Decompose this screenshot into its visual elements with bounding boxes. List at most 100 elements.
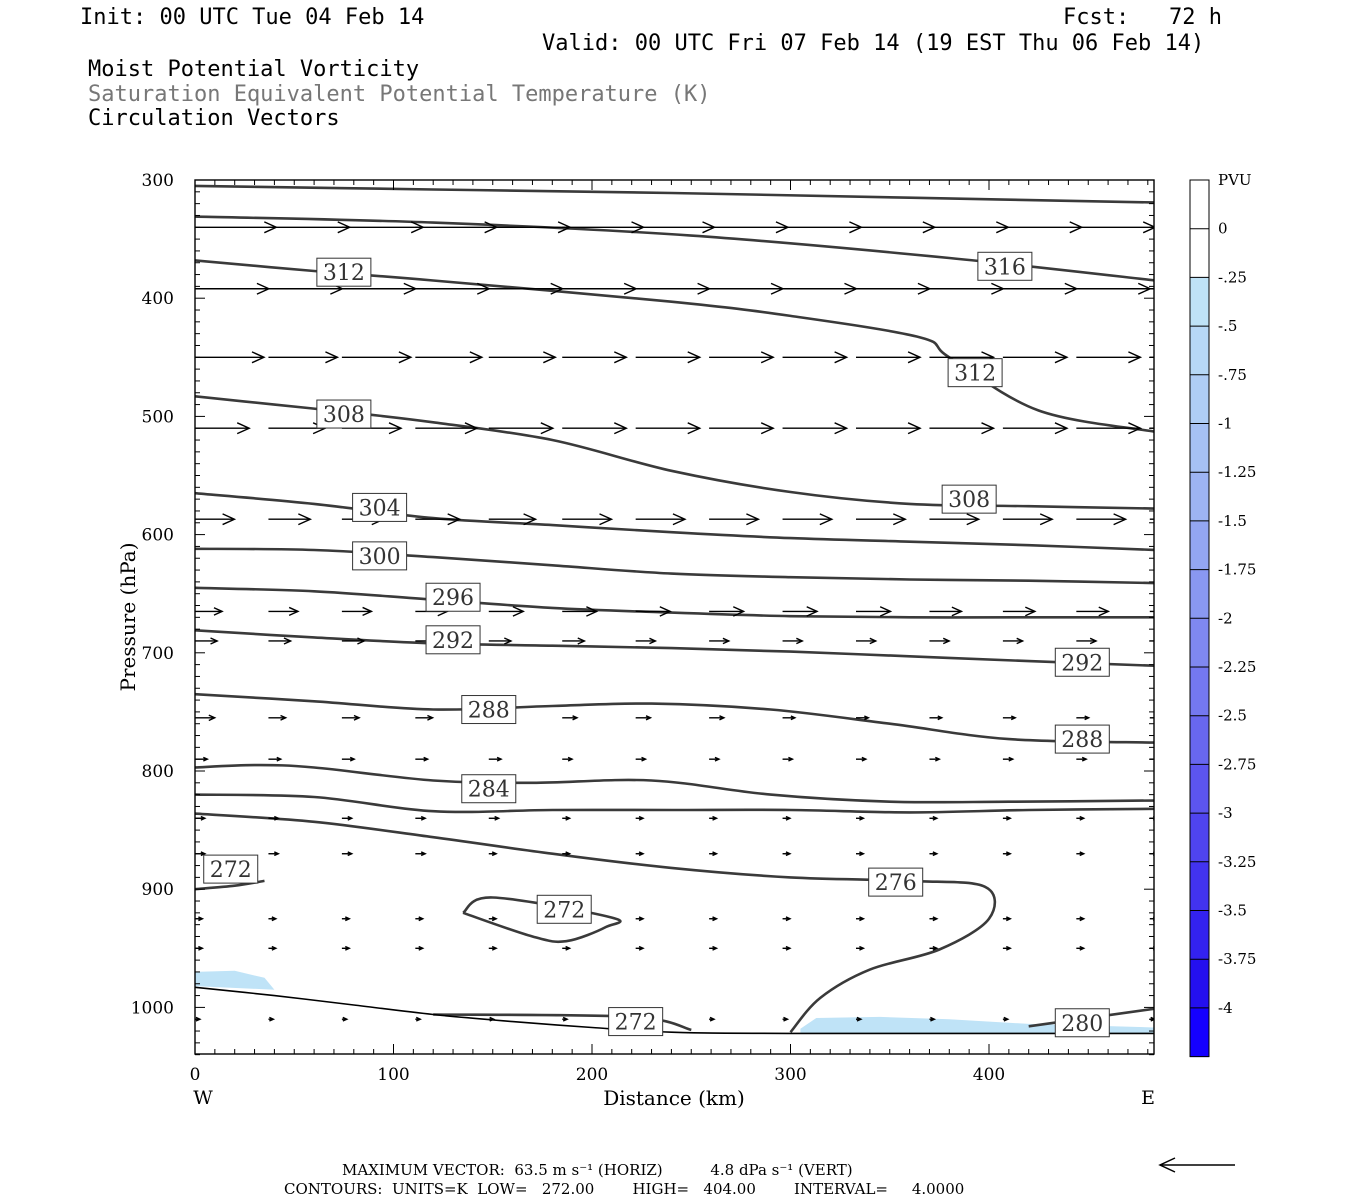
vector-head: [491, 916, 498, 922]
vector-head: [719, 715, 726, 721]
vector-head: [796, 637, 804, 645]
vector-head: [714, 756, 721, 762]
vector-head: [1084, 715, 1091, 721]
colorbar-swatch: [1190, 520, 1209, 571]
contour-label-box: [461, 774, 517, 804]
vector-layer: [195, 221, 1154, 1022]
wind-vector: [195, 422, 251, 435]
contour-label-box: [425, 582, 481, 612]
vector-head: [614, 422, 628, 435]
wind-vector: [1002, 422, 1069, 435]
vector-head: [512, 606, 525, 617]
wind-vector: [415, 1016, 422, 1022]
wind-vector: [195, 221, 279, 234]
vector-head: [1079, 851, 1086, 857]
wind-vector: [1002, 637, 1025, 645]
colorbar-swatch: [1190, 1007, 1209, 1058]
wind-vector: [415, 945, 425, 951]
vector-head: [892, 513, 907, 526]
wind-vector: [1002, 221, 1084, 234]
wind-vector: [268, 714, 288, 721]
wind-vector: [415, 422, 479, 435]
colorbar-tick-label: -1.5: [1218, 512, 1247, 530]
wind-vector: [1076, 815, 1086, 821]
vector-head: [565, 851, 572, 857]
contour-label: 280: [1054, 1008, 1110, 1038]
vector-head: [269, 1016, 276, 1022]
wind-vector: [782, 282, 859, 295]
colorbar-swatch: [1190, 618, 1209, 668]
colorbar-swatch: [1190, 910, 1209, 960]
wind-vector: [782, 637, 804, 645]
wind-vector: [635, 282, 712, 295]
vector-head: [712, 945, 719, 951]
wind-vector: [415, 756, 430, 762]
wind-vector: [1002, 351, 1069, 364]
y-tick-label: 600: [142, 526, 174, 546]
vector-head: [1079, 815, 1086, 821]
vector-head: [198, 916, 205, 922]
contour-label: 312: [947, 358, 1003, 388]
vector-head: [932, 916, 939, 922]
y-tick-label: 700: [142, 644, 174, 664]
wind-vector: [856, 756, 868, 762]
vector-head: [208, 714, 217, 722]
wind-vector: [635, 606, 672, 617]
vector-head: [347, 851, 354, 857]
vector-head: [879, 606, 893, 617]
vector-head: [565, 945, 572, 951]
vector-head: [283, 637, 293, 645]
x-end-label-east: E: [1141, 1087, 1155, 1109]
vector-head: [418, 916, 425, 922]
wind-vector: [195, 282, 271, 295]
contour-label-text: 272: [543, 898, 585, 923]
wind-vector: [562, 715, 579, 721]
wind-vector: [488, 606, 525, 617]
vector-head: [469, 351, 484, 364]
theta-contour-layer: [195, 184, 1154, 1035]
wind-vector: [709, 815, 719, 821]
wind-vector: [488, 945, 498, 951]
wind-vector: [268, 945, 278, 951]
vector-head: [447, 513, 462, 526]
vector-head: [599, 513, 614, 526]
wind-vector: [856, 1016, 863, 1022]
contour-label-box: [203, 854, 259, 884]
vector-head: [819, 513, 834, 526]
wind-vector: [929, 513, 981, 526]
vector-head: [198, 945, 205, 951]
vector-head: [1016, 637, 1025, 645]
vector-head: [586, 606, 599, 617]
vector-head: [641, 756, 648, 762]
valid-time-text: Valid: 00 UTC Fri 07 Feb 14 (19 EST Thu …: [542, 31, 1205, 56]
vector-head: [806, 606, 819, 617]
contour-label-text: 276: [875, 871, 917, 896]
wind-vector: [268, 221, 352, 234]
wind-vector: [341, 756, 356, 762]
vector-head: [1098, 606, 1111, 617]
vector-head: [1054, 351, 1069, 364]
contour-label-text: 292: [1061, 651, 1103, 676]
vector-head: [1008, 756, 1015, 762]
wind-vector: [195, 916, 205, 922]
contour-label-text: 312: [954, 362, 996, 387]
colorbar-swatch: [1190, 374, 1209, 424]
wind-vector: [415, 714, 435, 721]
vector-head: [932, 815, 939, 821]
reference-arrow-head: [1158, 1157, 1176, 1173]
contour-label: 316: [977, 251, 1033, 281]
wind-vector: [856, 422, 922, 435]
wind-vector: [856, 916, 866, 922]
vector-head: [398, 351, 413, 364]
theta-contour-292-7: [195, 629, 1154, 668]
wind-vector: [856, 637, 878, 645]
contour-label-box: [316, 399, 372, 429]
wind-vector: [341, 351, 413, 364]
field-title-mpv: Moist Potential Vorticity: [88, 57, 420, 82]
contour-label-box: [1054, 1008, 1110, 1038]
vector-head: [420, 851, 427, 857]
vector-head: [834, 422, 849, 435]
wind-vector: [929, 851, 939, 857]
wind-vector: [268, 637, 293, 645]
